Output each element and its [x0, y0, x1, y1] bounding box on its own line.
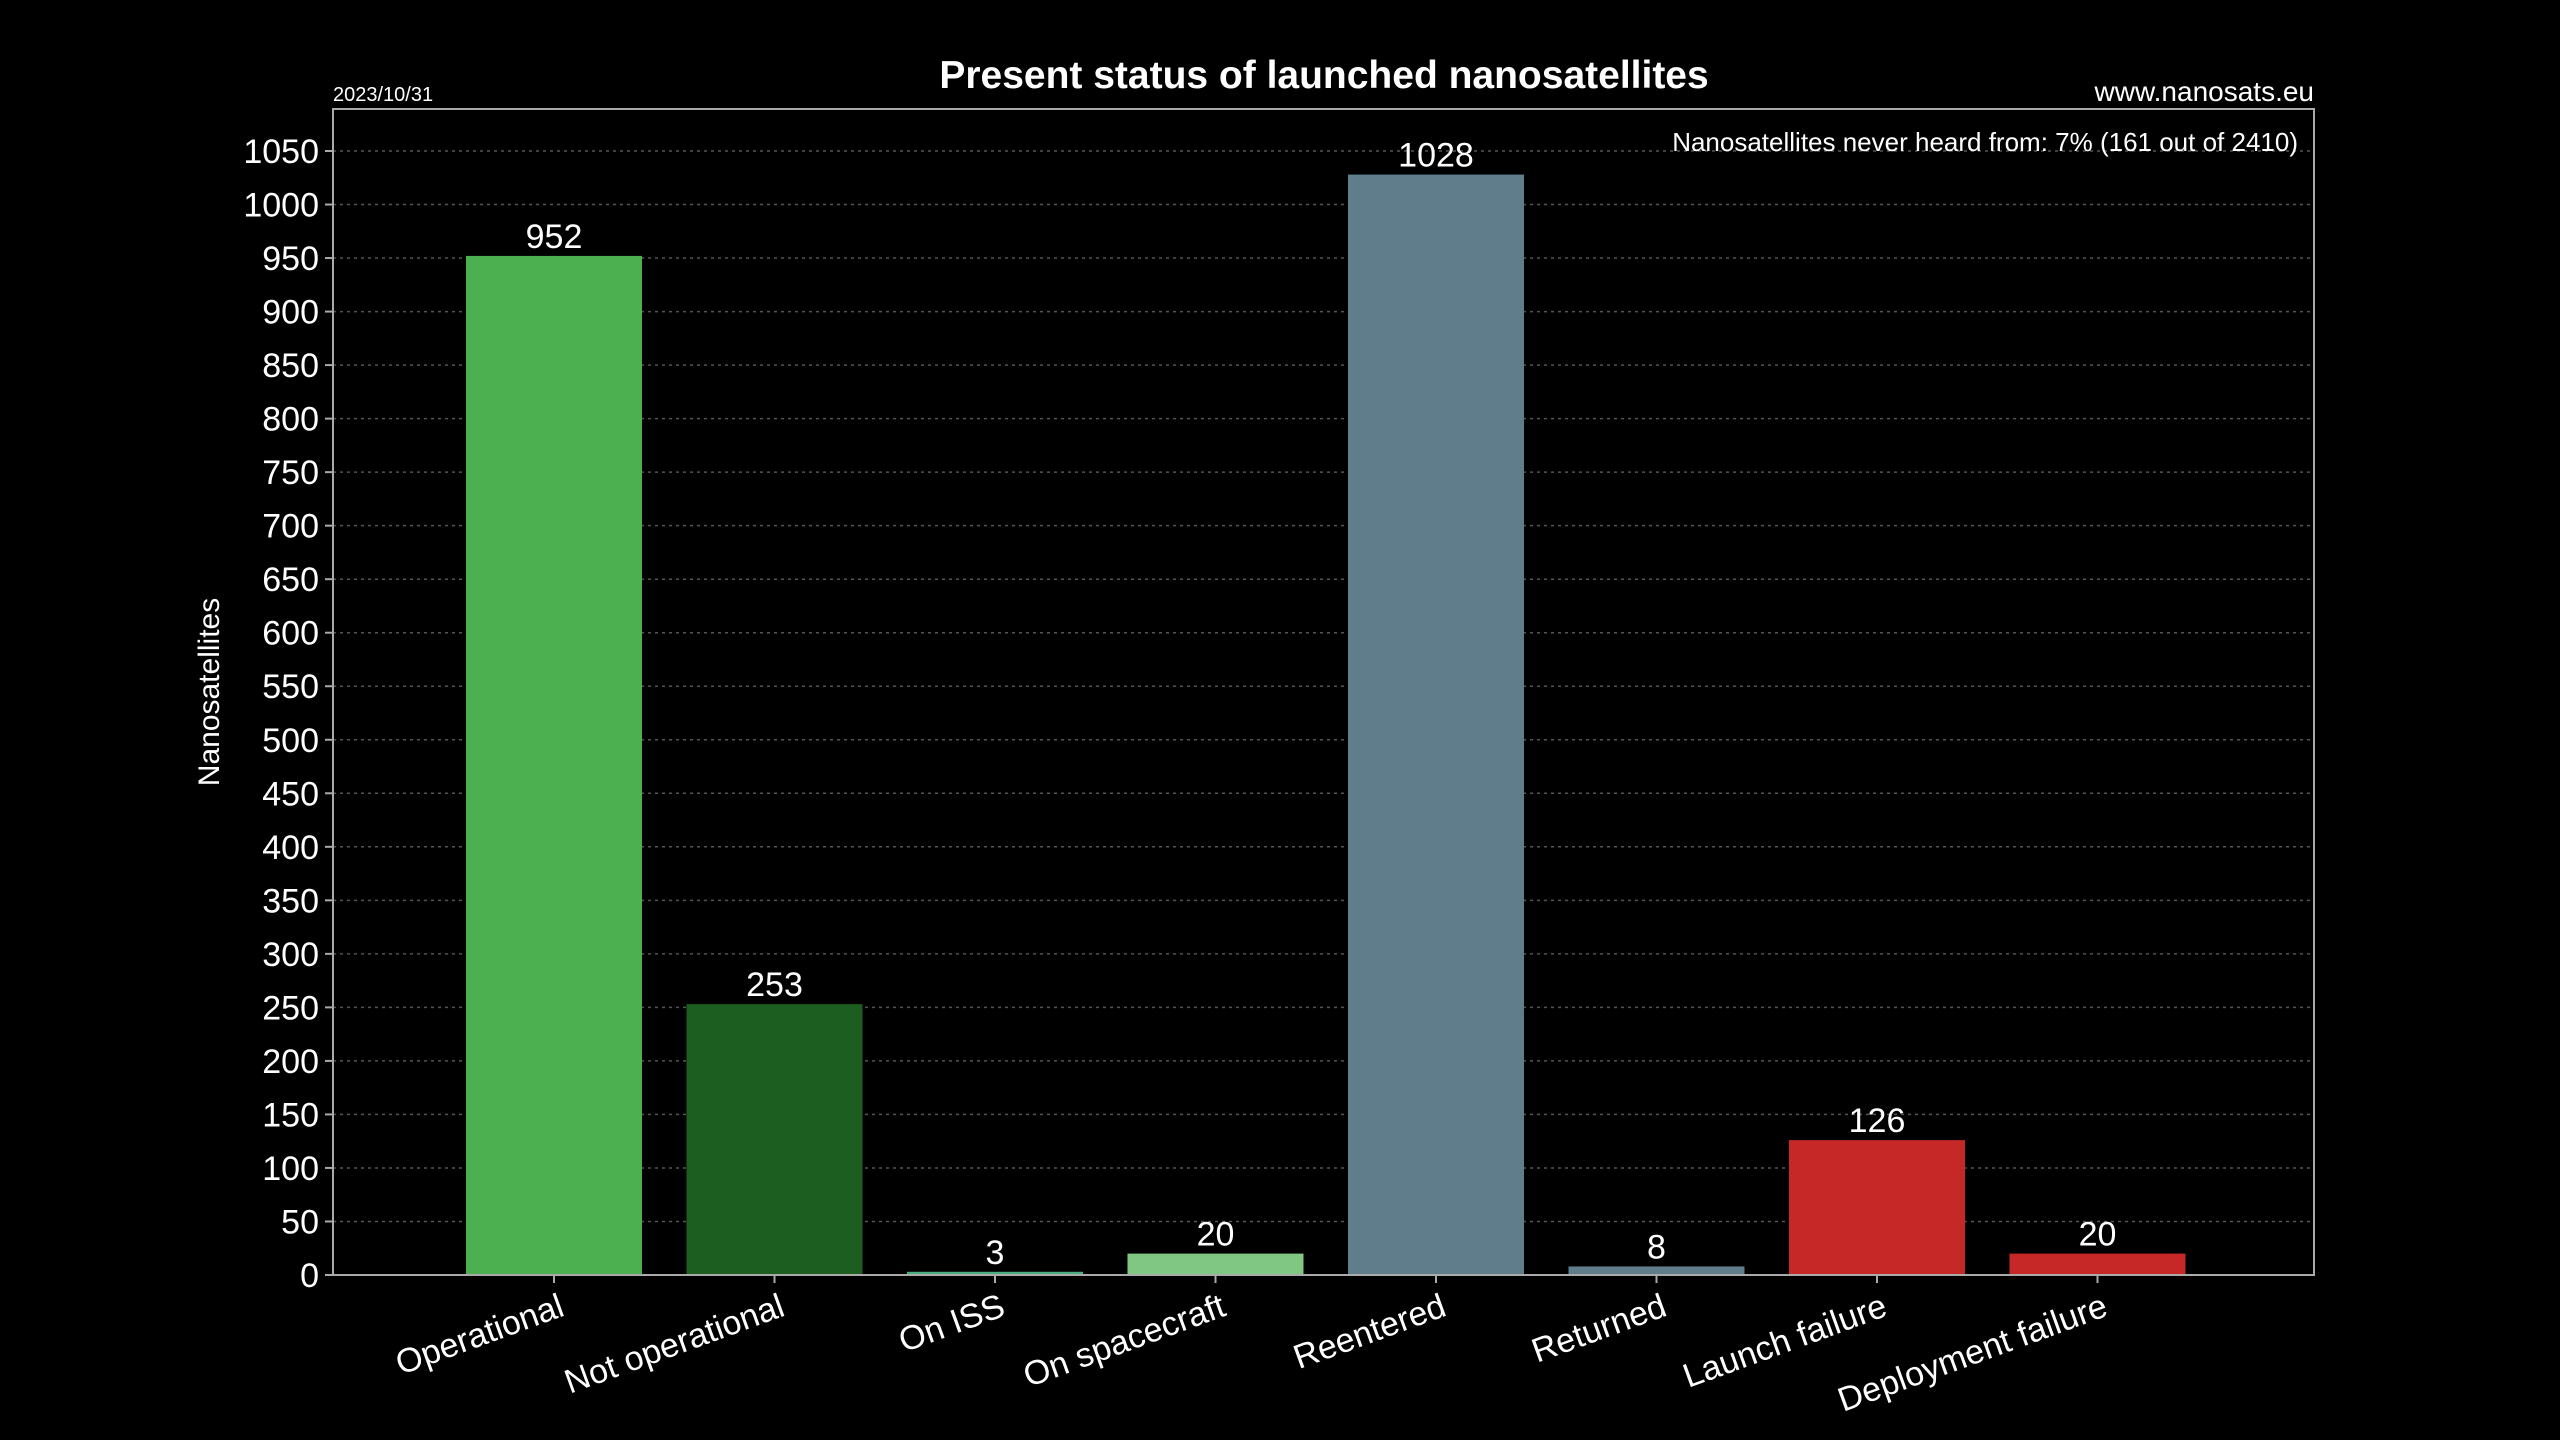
y-tick-label: 900	[262, 294, 319, 332]
bar-not-operational	[686, 1004, 863, 1275]
website-label: www.nanosats.eu	[2094, 76, 2314, 107]
bar-on-spacecraft	[1127, 1253, 1304, 1275]
y-tick-label: 450	[262, 775, 319, 813]
y-tick-label: 350	[262, 882, 319, 920]
y-tick-label: 1050	[243, 133, 319, 171]
bar-value-label: 3	[986, 1234, 1005, 1272]
chart-title: Present status of launched nanosatellite…	[939, 54, 1708, 97]
bar-value-label: 8	[1647, 1228, 1666, 1266]
bar-value-label: 1028	[1398, 137, 1474, 175]
y-tick-label: 200	[262, 1043, 319, 1081]
y-axis-ticks: 0 50 100 150 200 250 300 350 400 450 500 550 600 650 7…	[243, 133, 333, 1295]
y-tick-label: 700	[262, 508, 319, 546]
bar-launch-failure	[1789, 1140, 1965, 1275]
y-tick-label: 800	[262, 401, 319, 439]
y-tick-label: 250	[262, 989, 319, 1027]
bar-value-label: 20	[2079, 1216, 2117, 1254]
y-tick-label: 550	[262, 668, 319, 706]
date-label: 2023/10/31	[333, 84, 433, 106]
bar-deployment-failure	[2009, 1253, 2186, 1275]
y-tick-label: 50	[281, 1203, 319, 1241]
bar-returned	[1568, 1266, 1745, 1275]
y-tick-label: 850	[262, 347, 319, 385]
plot-frame	[332, 108, 2315, 1276]
y-tick-label: 150	[262, 1096, 319, 1134]
y-tick-label: 1000	[243, 187, 319, 225]
y-axis-label: Nanosatellites	[193, 598, 226, 786]
y-tick-label: 750	[262, 454, 319, 492]
y-tick-label: 0	[300, 1257, 319, 1295]
bar-reentered	[1348, 174, 1524, 1275]
y-tick-label: 650	[262, 561, 319, 599]
bar-operational	[466, 255, 642, 1275]
bar-value-label: 253	[746, 966, 803, 1004]
y-tick-label: 400	[262, 829, 319, 867]
y-tick-label: 100	[262, 1150, 319, 1188]
bar-value-label: 126	[1849, 1102, 1906, 1140]
bars	[466, 174, 2186, 1275]
y-tick-label: 300	[262, 936, 319, 974]
y-tick-label: 500	[262, 722, 319, 760]
bar-on-iss	[907, 1271, 1083, 1275]
bar-value-label: 952	[526, 218, 583, 256]
y-tick-label: 600	[262, 615, 319, 653]
bar-value-label: 20	[1197, 1216, 1235, 1254]
never-heard-annotation: Nanosatellites never heard from: 7% (161…	[1672, 127, 2298, 157]
y-tick-label: 950	[262, 240, 319, 278]
bar-value-labels: 952 253 3 20 1028 8 126 20	[526, 137, 2117, 1272]
grid-lines	[333, 150, 2314, 1223]
